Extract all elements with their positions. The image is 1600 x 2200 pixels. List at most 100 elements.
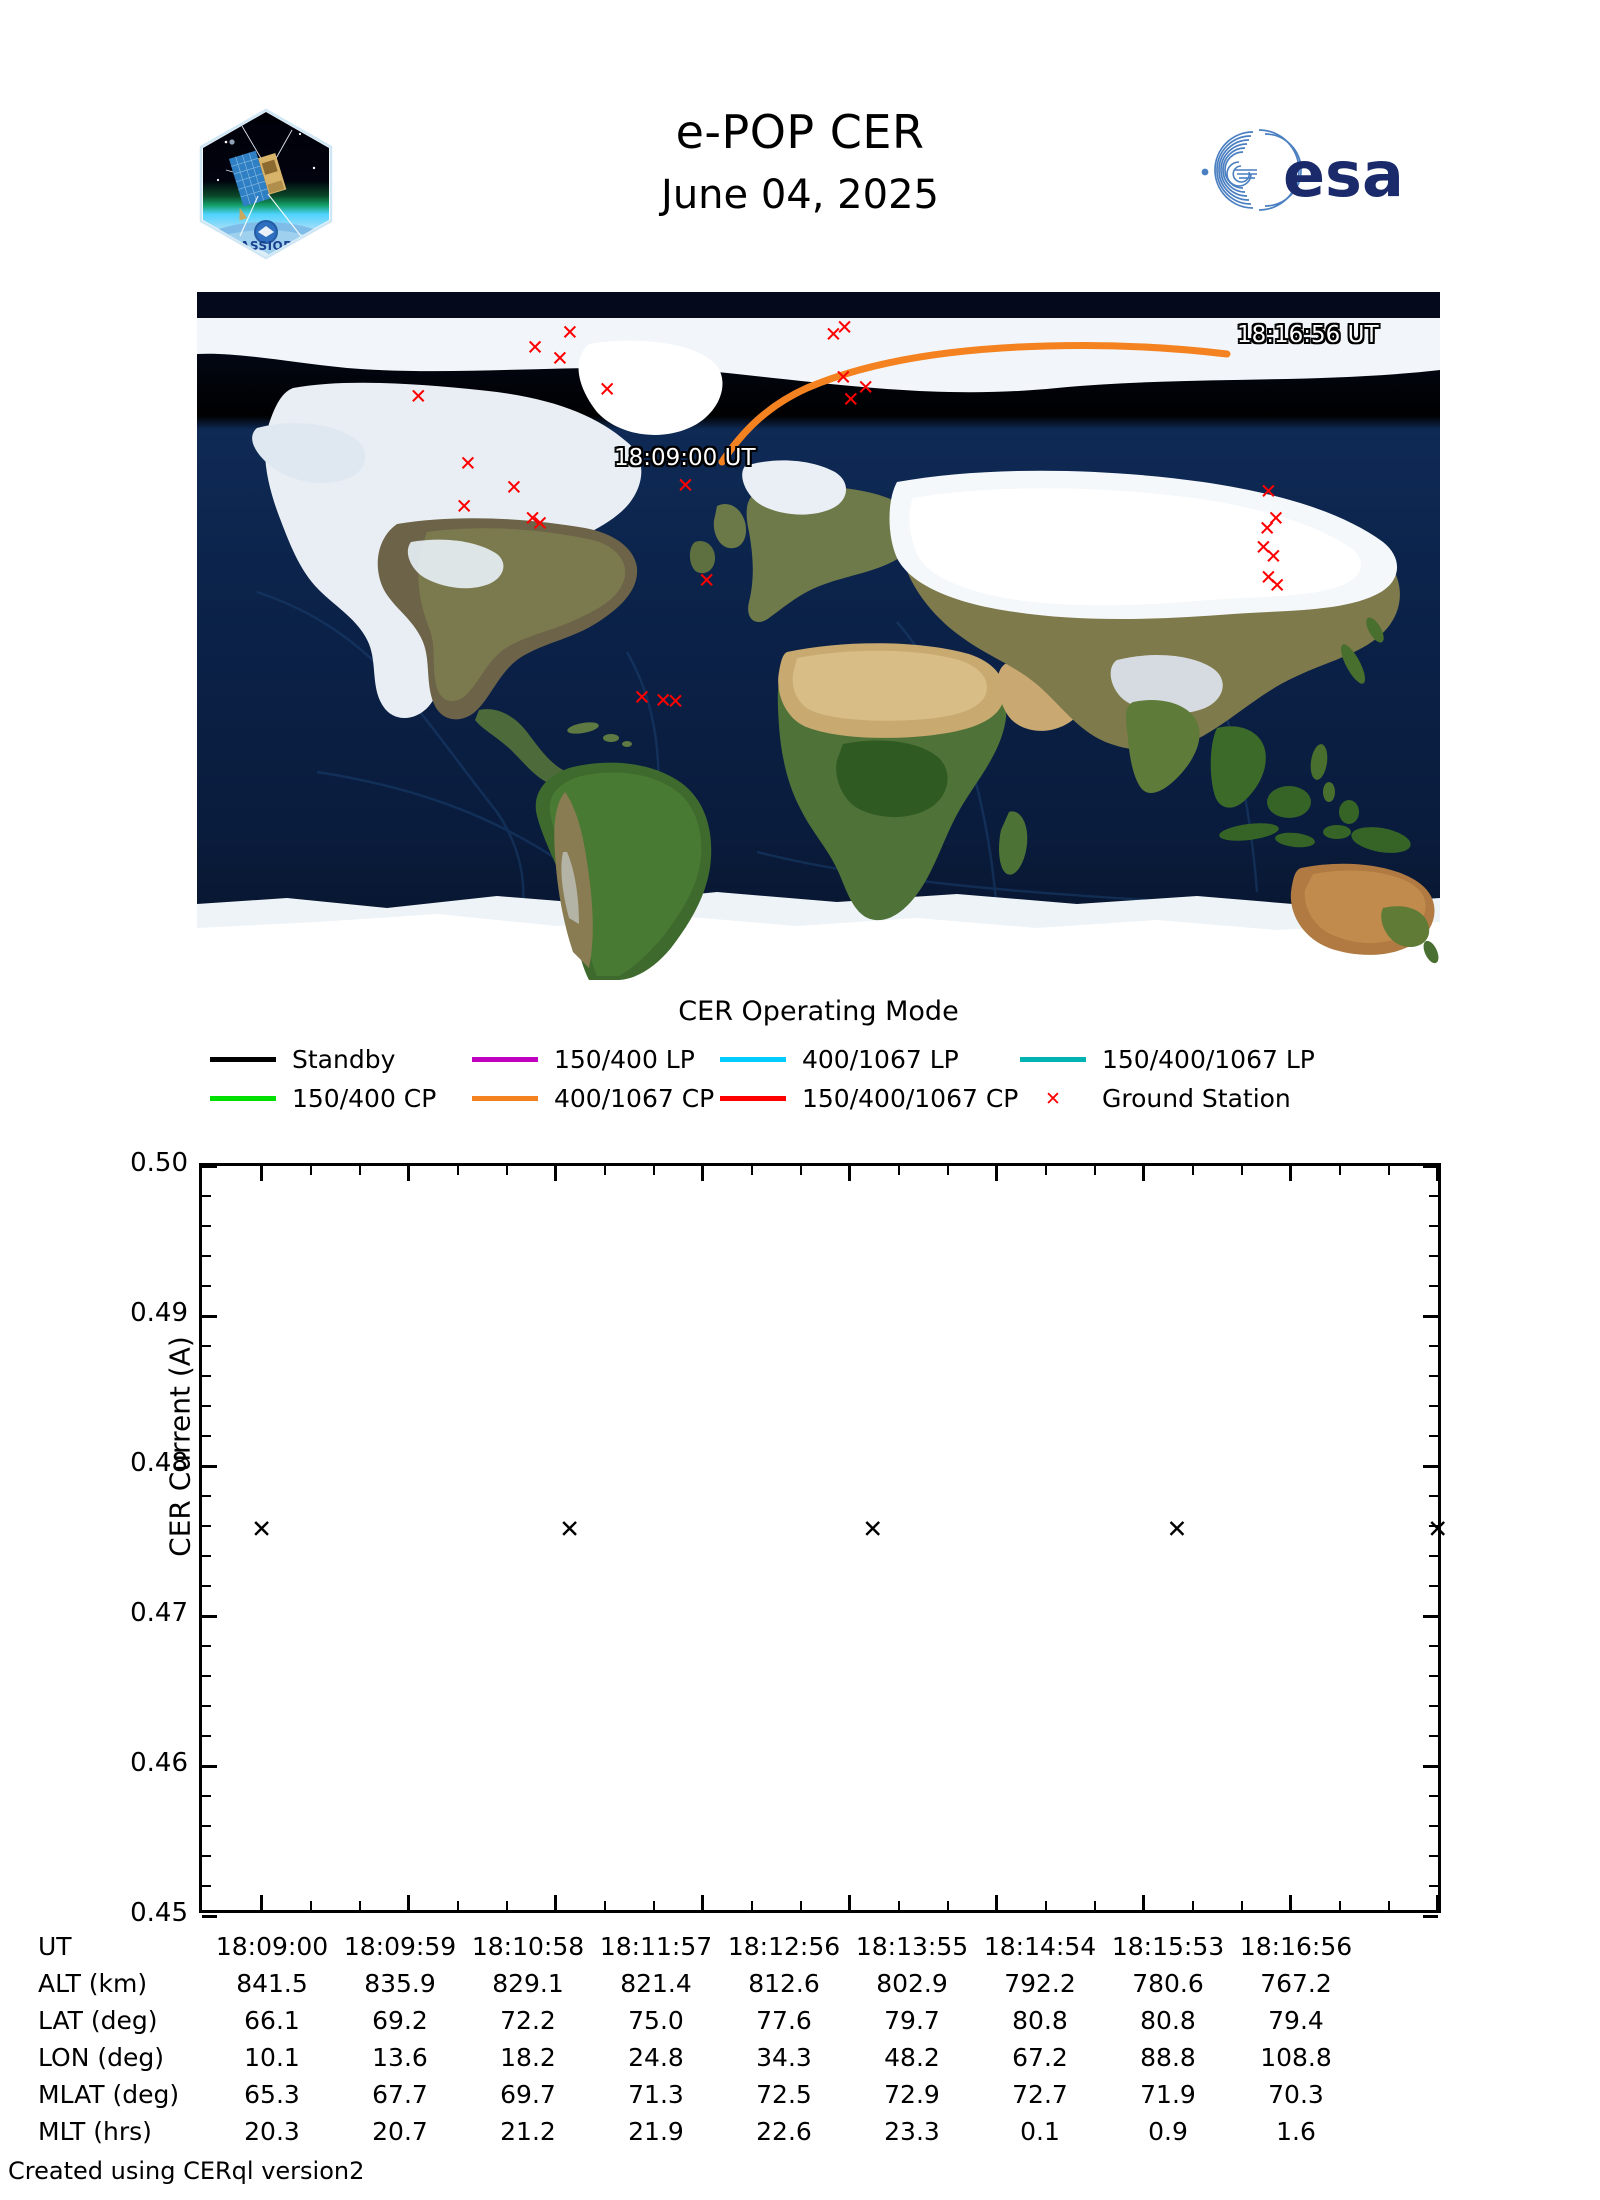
world-map-image [197, 292, 1440, 980]
plot-area[interactable]: ✕ ✕ ✕ ✕ ✕ [199, 1163, 1448, 1918]
legend-item-label: Standby [292, 1045, 396, 1074]
table-row-label: MLAT (deg) [38, 2080, 180, 2109]
y-tick-minor [1429, 1255, 1438, 1257]
table-cell: 79.7 [884, 2006, 940, 2035]
legend-item-label: 150/400/1067 LP [1102, 1045, 1315, 1074]
legend-color-swatch [210, 1057, 276, 1062]
orbit-track [718, 341, 1231, 466]
legend-color-swatch [720, 1057, 786, 1062]
y-tick [202, 1164, 217, 1168]
legend-item[interactable]: 400/1067 CP [472, 1084, 720, 1113]
y-tick-minor [1429, 1645, 1438, 1647]
y-tick-minor [202, 1225, 211, 1227]
table-cell: 24.8 [628, 2043, 684, 2072]
x-tick-minor [1093, 1901, 1096, 1910]
x-tick [701, 1895, 705, 1910]
x-tick-minor [1338, 1166, 1341, 1175]
track-start-label: 18:09:00 UT [614, 445, 756, 471]
x-tick-minor [799, 1901, 802, 1910]
page-title: e-POP CER [675, 105, 925, 159]
table-row: MLT (hrs) 20.3 20.7 21.2 21.9 22.6 23.3 0.1 0.9 1… [38, 2113, 1360, 2150]
table-cell: 67.7 [372, 2080, 428, 2109]
x-tick-minor [652, 1901, 655, 1910]
y-tick-minor [202, 1405, 211, 1407]
x-tick-minor [1240, 1901, 1243, 1910]
y-tick-minor [202, 1375, 211, 1377]
table-cell: 10.1 [244, 2043, 300, 2072]
table-cell: 21.9 [628, 2117, 684, 2146]
legend-item[interactable]: 150/400 CP [210, 1084, 472, 1113]
x-tick-minor [946, 1166, 949, 1175]
table-row-label: MLT (hrs) [38, 2117, 152, 2146]
y-tick-minor [1429, 1795, 1438, 1797]
world-map-panel[interactable]: 18:09:00 UT 18:16:56 UT ✕ ✕ ✕ ✕ ✕ ✕ ✕ ✕ ✕ ✕ ✕ ✕ ✕ ✕ ✕ ✕… [197, 292, 1440, 980]
x-tick-minor [1338, 1901, 1341, 1910]
y-tick-minor [1429, 1495, 1438, 1497]
x-tick-minor [505, 1901, 508, 1910]
x-tick [1142, 1895, 1146, 1910]
y-tick-minor [202, 1795, 211, 1797]
table-cell: 18:12:56 [727, 1932, 841, 1961]
table-row-label: ALT (km) [38, 1969, 148, 1998]
table-cell: 71.3 [628, 2080, 684, 2109]
x-tick [848, 1895, 852, 1910]
legend-item[interactable]: 400/1067 LP [720, 1045, 1020, 1074]
table-cell: 20.7 [372, 2117, 428, 2146]
table-cell: 72.5 [756, 2080, 812, 2109]
table-cell: 34.3 [756, 2043, 812, 2072]
table-cell: 88.8 [1140, 2043, 1196, 2072]
table-cell: 829.1 [492, 1969, 564, 1998]
table-cell: 72.2 [500, 2006, 556, 2035]
data-point: ✕ [1427, 1514, 1449, 1544]
ephemeris-table: UT 18:09:00 18:09:59 18:10:58 18:11:57 18:12:… [38, 1928, 1538, 2150]
legend-item-label: 150/400 CP [292, 1084, 437, 1113]
table-cell: 72.7 [1012, 2080, 1068, 2109]
y-tick [1423, 1164, 1438, 1168]
legend-item[interactable]: ✕ Ground Station [1020, 1084, 1291, 1113]
y-tick-label: 0.47 [130, 1598, 188, 1628]
table-cell: 821.4 [620, 1969, 692, 1998]
legend-item[interactable]: 150/400/1067 LP [1020, 1045, 1315, 1074]
x-tick [701, 1166, 705, 1181]
y-tick-minor [1429, 1225, 1438, 1227]
x-tick [1289, 1166, 1293, 1181]
y-tick-minor [202, 1705, 211, 1707]
x-tick-minor [1191, 1166, 1194, 1175]
table-cell: 66.1 [244, 2006, 300, 2035]
table-cell: 70.3 [1268, 2080, 1324, 2109]
x-tick-minor [799, 1166, 802, 1175]
legend-item[interactable]: 150/400/1067 CP [720, 1084, 1020, 1113]
svg-text:CASSIOPE: CASSIOPE [231, 239, 302, 253]
x-tick-minor [1044, 1901, 1047, 1910]
track-end-label: 18:16:56 UT [1237, 322, 1379, 348]
page-date: June 04, 2025 [661, 172, 939, 218]
table-cell: 23.3 [884, 2117, 940, 2146]
y-tick [202, 1764, 217, 1768]
x-tick-minor [1093, 1166, 1096, 1175]
legend-item[interactable]: Standby [210, 1045, 472, 1074]
y-tick-minor [202, 1645, 211, 1647]
y-tick [1423, 1614, 1438, 1618]
y-tick-minor [202, 1885, 211, 1887]
x-tick-minor [309, 1166, 312, 1175]
y-tick [1423, 1464, 1438, 1468]
y-tick-minor [1429, 1525, 1438, 1527]
y-tick [202, 1314, 217, 1318]
y-tick-minor [1429, 1195, 1438, 1197]
legend-item-label: 400/1067 CP [554, 1084, 715, 1113]
legend-row: 150/400 CP 400/1067 CP 150/400/1067 CP ✕ Gro… [210, 1079, 1440, 1118]
x-tick-minor [1240, 1166, 1243, 1175]
legend-item[interactable]: 150/400 LP [472, 1045, 720, 1074]
table-cell: 22.6 [756, 2117, 812, 2146]
table-cell: 18:09:59 [343, 1932, 457, 1961]
table-cell: 13.6 [372, 2043, 428, 2072]
y-tick-minor [202, 1435, 211, 1437]
table-cell: 18:11:57 [599, 1932, 713, 1961]
table-cell: 72.9 [884, 2080, 940, 2109]
y-tick-minor [202, 1855, 211, 1857]
legend-item-label: 150/400/1067 CP [802, 1084, 1019, 1113]
table-cell: 48.2 [884, 2043, 940, 2072]
table-row-label: LAT (deg) [38, 2006, 158, 2035]
legend-row: Standby 150/400 LP 400/1067 LP 150/400/1067… [210, 1040, 1440, 1079]
x-tick [260, 1895, 264, 1910]
